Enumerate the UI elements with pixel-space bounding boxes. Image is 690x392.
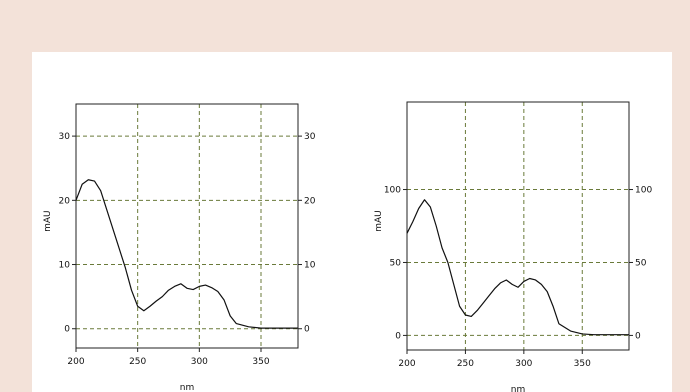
y-tick-label-left: 100 — [384, 186, 401, 196]
y-tick-label-right: 100 — [635, 186, 652, 196]
plot-frame — [75, 103, 299, 349]
x-tick-label: 200 — [67, 357, 84, 367]
x-tick-label: 300 — [191, 357, 208, 367]
y-tick-label-left: 0 — [64, 325, 70, 335]
chart-1: 200 250 300 350 0 0 10 10 20 20 30 30 nm mAU — [43, 103, 316, 392]
series-line — [406, 199, 629, 336]
x-tick-label: 300 — [515, 359, 532, 369]
y-tick-label-left: 20 — [59, 196, 71, 206]
y-tick-label-left: 10 — [59, 261, 71, 271]
x-tick-label: 250 — [457, 359, 474, 369]
y-tick-label-right: 0 — [635, 331, 641, 341]
y-axis-label: mAU — [43, 210, 53, 232]
x-tick-label: 350 — [252, 357, 269, 367]
x-axis-label: nm — [180, 383, 194, 392]
x-tick-label: 200 — [398, 359, 415, 369]
y-tick-label-right: 50 — [635, 258, 647, 268]
chart-2: 200 250 300 350 0 0 50 50 100 100 nm mAU — [374, 101, 652, 392]
figure-panel: 200 250 300 350 0 0 10 10 20 20 30 30 nm mAU 200 250 300… — [32, 52, 672, 392]
x-tick-label: 350 — [574, 359, 591, 369]
y-tick-label-right: 30 — [304, 132, 316, 142]
series-line — [75, 179, 298, 329]
x-axis-label: nm — [511, 385, 525, 392]
y-axis-label: mAU — [374, 210, 384, 232]
y-tick-label-left: 50 — [390, 258, 402, 268]
plot-frame — [406, 101, 630, 351]
y-tick-label-left: 30 — [59, 132, 71, 142]
x-tick-label: 250 — [129, 357, 146, 367]
y-tick-label-right: 0 — [304, 325, 310, 335]
y-tick-label-left: 0 — [395, 331, 401, 341]
y-tick-label-right: 20 — [304, 196, 316, 206]
y-tick-label-right: 10 — [304, 261, 316, 271]
spectra-figure: 200 250 300 350 0 0 10 10 20 20 30 30 nm mAU 200 250 300… — [43, 101, 652, 392]
